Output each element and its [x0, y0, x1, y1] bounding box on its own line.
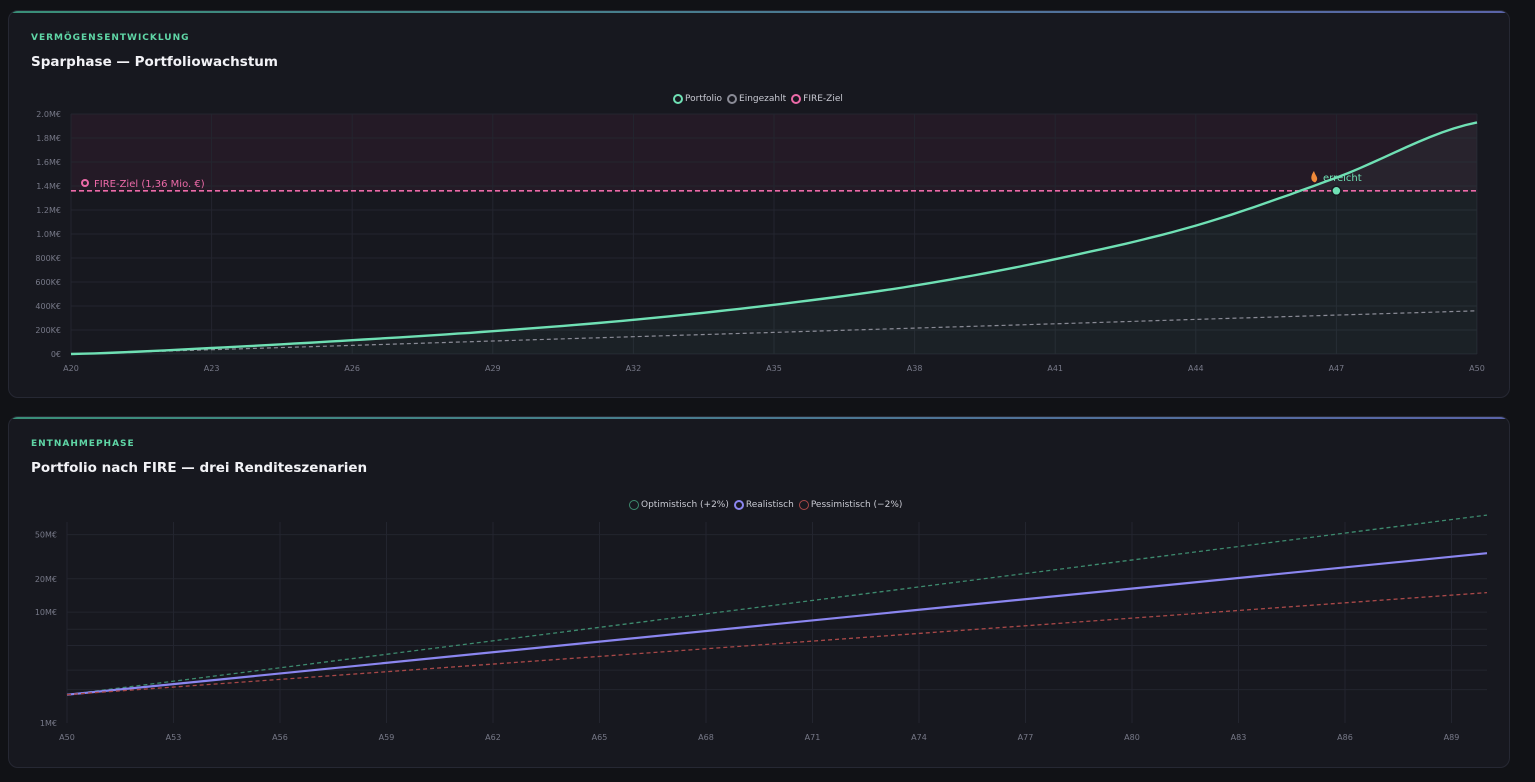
- x-tick-label: A47: [1329, 364, 1345, 373]
- chart-legend: Portfolio Eingezahlt FIRE-Ziel: [673, 94, 848, 104]
- x-tick-label: A29: [485, 364, 501, 373]
- x-tick-label: A38: [907, 364, 923, 373]
- legend-marker-portfolio: [673, 94, 683, 104]
- legend-item-eingezahlt[interactable]: Eingezahlt: [727, 94, 786, 104]
- legend-label-pessimistic: Pessimistisch (−2%): [810, 500, 903, 510]
- fire-reached-point: [1331, 185, 1342, 197]
- chart-legend: Optimistisch (+2%) Realistisch Pessimist…: [629, 500, 907, 510]
- y-tick-label: 1.2M€: [36, 206, 61, 215]
- x-tick-label: A86: [1337, 733, 1353, 742]
- y-tick-label: 20M€: [35, 575, 57, 584]
- legend-label-portfolio: Portfolio: [685, 94, 723, 104]
- x-tick-label: A20: [63, 364, 79, 373]
- legend-label-realistic: Realistisch: [745, 500, 794, 510]
- flame-icon: [1311, 171, 1318, 183]
- x-tick-label: A71: [805, 733, 821, 742]
- legend-item-optimistic[interactable]: Optimistisch (+2%): [629, 500, 729, 510]
- x-tick-label: A53: [166, 733, 182, 742]
- grid: [66, 522, 1487, 723]
- axis-labels: 0€ 200K€ 400K€ 600K€ 800K€ 1.0M€ 1.2M€ 1.4M€ 1.6…: [35, 110, 1484, 373]
- y-tick-label: 2.0M€: [36, 110, 61, 119]
- y-tick-label: 1.0M€: [36, 230, 61, 239]
- legend-marker-fire-ziel: [791, 94, 802, 104]
- legend-item-portfolio[interactable]: Portfolio: [673, 94, 722, 104]
- legend-marker-optimistic: [629, 500, 639, 510]
- x-tick-label: A50: [1469, 364, 1485, 373]
- eingezahlt-line: [70, 310, 1478, 355]
- legend-marker-pessimistic: [798, 500, 809, 510]
- wealth-development-card: VERMÖGENSENTWICKLUNG Sparphase — Portfol…: [8, 10, 1510, 398]
- section-eyebrow: VERMÖGENSENTWICKLUNG: [31, 33, 190, 43]
- y-tick-label: 200K€: [35, 326, 61, 335]
- x-tick-label: A83: [1231, 733, 1247, 742]
- scenario-chart: 1M€ 10M€ 20M€ 50M€ A50 A53 A56 A59 A62 A65 A68 A71 A…: [35, 514, 1488, 742]
- legend-label-fire-ziel: FIRE-Ziel: [803, 94, 843, 104]
- y-tick-label: 1.4M€: [36, 182, 61, 191]
- optimistic-line: [66, 514, 1488, 696]
- chart-title: Sparphase — Portfoliowachstum: [31, 54, 278, 70]
- y-tick-label: 50M€: [35, 531, 57, 540]
- x-tick-label: A80: [1124, 733, 1140, 742]
- x-tick-label: A77: [1018, 733, 1034, 742]
- y-tick-label: 1M€: [40, 719, 57, 728]
- x-tick-label: A65: [592, 733, 608, 742]
- x-tick-label: A59: [379, 733, 395, 742]
- chart-title: Portfolio nach FIRE — drei Renditeszenar…: [31, 460, 368, 476]
- x-tick-label: A41: [1047, 364, 1063, 373]
- chart-marks: [70, 121, 1478, 356]
- x-tick-label: A74: [911, 733, 927, 742]
- portfolio-line: [70, 121, 1478, 356]
- y-tick-label: 10M€: [35, 608, 57, 617]
- realistic-line: [66, 552, 1488, 696]
- y-tick-label: 600K€: [35, 278, 61, 287]
- x-tick-label: A26: [344, 364, 360, 373]
- x-tick-label: A32: [626, 364, 642, 373]
- section-eyebrow: ENTNAHMEPHASE: [31, 439, 135, 449]
- portfolio-area: [71, 122, 1477, 355]
- x-tick-label: A50: [59, 733, 75, 742]
- legend-item-realistic[interactable]: Realistisch: [733, 500, 794, 510]
- target-icon: [81, 179, 89, 187]
- fire-reached-label: erreicht: [1323, 173, 1362, 184]
- fire-target-label: FIRE-Ziel (1,36 Mio. €): [94, 179, 205, 190]
- chart-marks: [66, 514, 1488, 696]
- legend-item-fire-ziel[interactable]: FIRE-Ziel: [791, 94, 843, 104]
- y-tick-label: 800K€: [35, 254, 61, 263]
- y-tick-label: 1.8M€: [36, 134, 61, 143]
- x-tick-label: A56: [272, 733, 288, 742]
- x-tick-label: A23: [204, 364, 220, 373]
- legend-marker-eingezahlt: [727, 94, 738, 104]
- portfolio-growth-chart: 0€ 200K€ 400K€ 600K€ 800K€ 1.0M€ 1.2M€ 1.4M€ 1.6…: [35, 110, 1484, 373]
- pessimistic-line: [66, 591, 1488, 696]
- legend-label-optimistic: Optimistisch (+2%): [641, 500, 729, 510]
- y-tick-label: 400K€: [35, 302, 61, 311]
- x-tick-label: A35: [766, 364, 782, 373]
- y-tick-label: 1.6M€: [36, 158, 61, 167]
- x-tick-label: A89: [1444, 733, 1460, 742]
- legend-item-pessimistic[interactable]: Pessimistisch (−2%): [798, 500, 903, 510]
- x-tick-label: A62: [485, 733, 501, 742]
- legend-label-eingezahlt: Eingezahlt: [739, 94, 787, 104]
- y-tick-label: 0€: [51, 350, 61, 359]
- x-tick-label: A68: [698, 733, 714, 742]
- axis-labels: 1M€ 10M€ 20M€ 50M€ A50 A53 A56 A59 A62 A65 A68 A71 A…: [35, 531, 1460, 742]
- withdrawal-phase-card: ENTNAHMEPHASE Portfolio nach FIRE — drei…: [8, 416, 1510, 768]
- x-tick-label: A44: [1188, 364, 1204, 373]
- legend-marker-realistic: [733, 500, 744, 510]
